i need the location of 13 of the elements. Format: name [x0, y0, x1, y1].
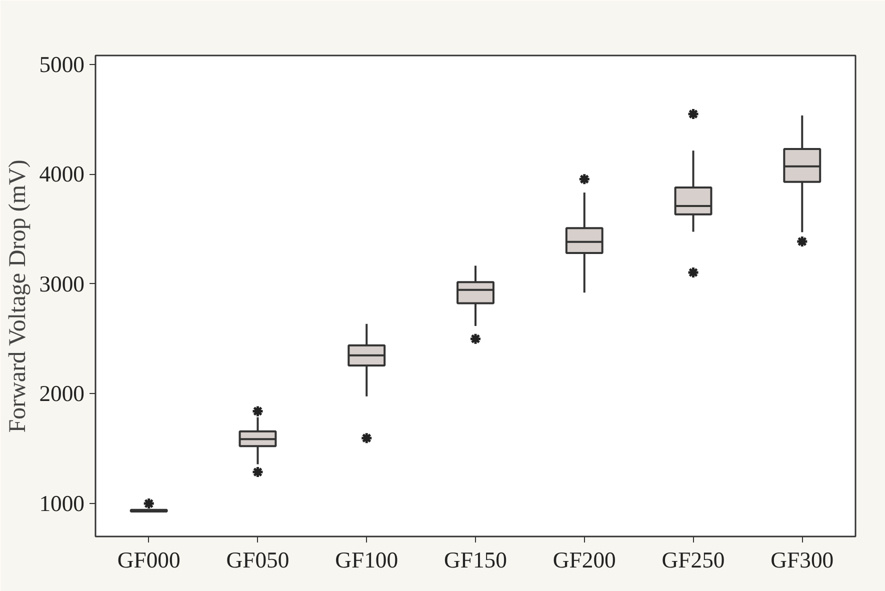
y-tick-label: 1000 — [39, 491, 84, 516]
y-tick-label: 2000 — [39, 381, 84, 406]
y-tick-label: 4000 — [39, 162, 84, 187]
y-tick-label: 5000 — [39, 52, 84, 77]
x-tick-label: GF150 — [444, 548, 507, 572]
y-tick-label: 3000 — [39, 271, 84, 296]
x-tick-label: GF250 — [662, 548, 725, 572]
x-tick-label: GF200 — [552, 548, 616, 572]
x-tick-label: GF000 — [117, 548, 180, 572]
y-axis-title: Forward Voltage Drop (mV) — [5, 160, 32, 433]
x-tick-label: GF100 — [335, 548, 398, 572]
x-tick-label: GF300 — [770, 548, 834, 572]
x-tick-label: GF050 — [226, 548, 290, 572]
